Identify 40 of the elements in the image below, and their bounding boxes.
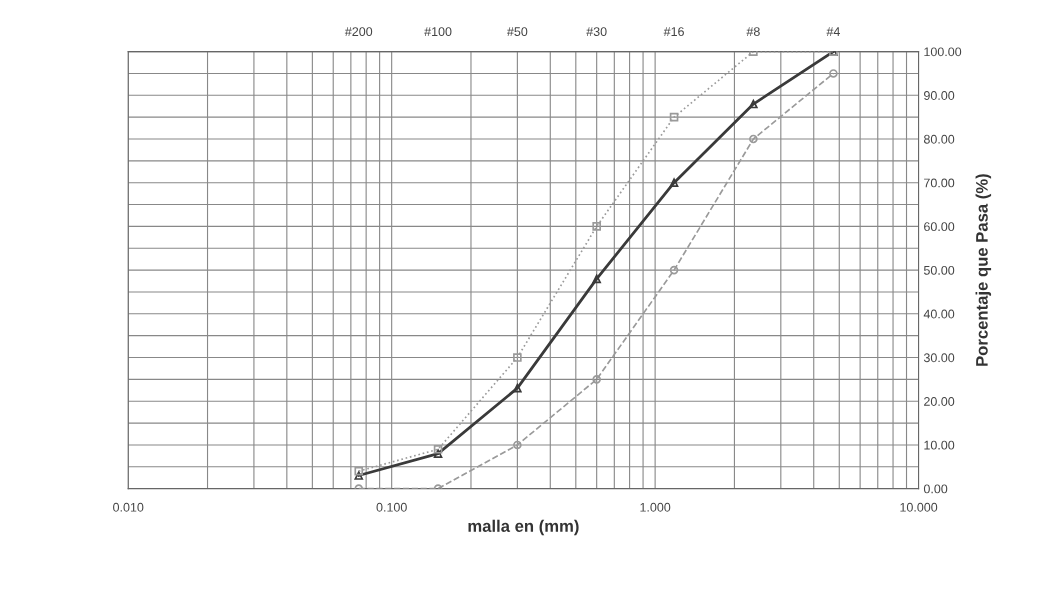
- text: #100: [424, 27, 452, 37]
- point: [749, 134, 758, 144]
- y-tick-label: 80.00: [923, 134, 955, 144]
- point: [513, 353, 522, 362]
- point: [354, 471, 364, 480]
- text: #8: [746, 27, 760, 37]
- point: [513, 440, 522, 450]
- y-axis-title: Porcentaje que Pasa (%): [975, 174, 992, 366]
- point: [592, 274, 601, 284]
- point: [433, 444, 443, 454]
- y-tick-label: 70.00: [924, 178, 955, 188]
- point: [669, 265, 679, 275]
- point: [749, 99, 758, 109]
- y-tick-label: 0.00: [923, 484, 948, 494]
- text: #200: [344, 27, 373, 37]
- point: [829, 69, 838, 78]
- text: #50: [507, 27, 528, 37]
- text: #4: [826, 27, 840, 36]
- y-tick-label: 10.00: [924, 440, 955, 450]
- y-tick-label: 40.00: [923, 309, 955, 319]
- point: [592, 222, 601, 231]
- point: [513, 383, 522, 393]
- x-tick-label: 1.000: [640, 502, 671, 512]
- point: [354, 466, 364, 476]
- x-tick-label: 0.010: [113, 502, 144, 512]
- y-tick-label: 50.00: [923, 265, 955, 275]
- text: #30: [586, 27, 607, 37]
- y-tick-label: 60.00: [924, 222, 955, 232]
- point: [592, 375, 601, 384]
- x-tick-label: 10.000: [900, 502, 938, 512]
- y-tick-label: 90.00: [924, 91, 955, 100]
- point: [433, 449, 443, 458]
- point: [669, 112, 679, 122]
- x-axis-title: malla en (mm): [468, 519, 579, 536]
- x-tick-label: 0.100: [376, 502, 407, 512]
- y-tick-label: 100.00: [924, 47, 962, 57]
- text: #16: [663, 27, 684, 37]
- y-tick-label: 20.00: [924, 397, 955, 406]
- y-tick-label: 30.00: [923, 353, 955, 363]
- point: [669, 178, 679, 188]
